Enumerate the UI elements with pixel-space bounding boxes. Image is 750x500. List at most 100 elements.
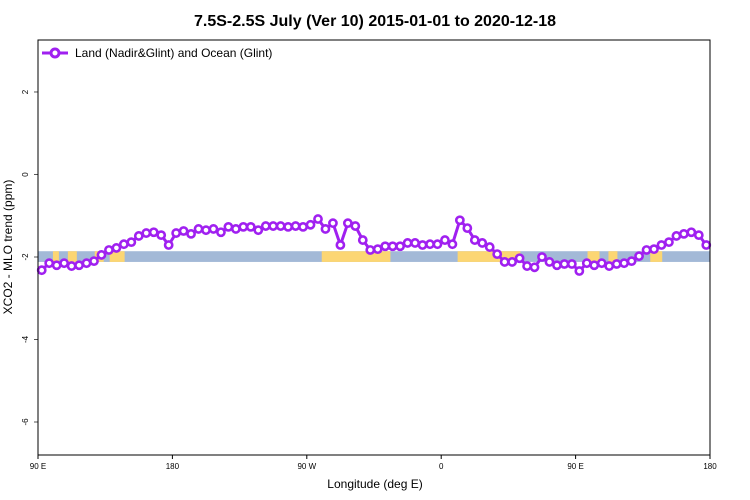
data-point [328,218,338,229]
data-point [238,221,249,232]
x-tick-label: 180 [703,462,717,471]
y-axis-label: XCO2 - MLO trend (ppm) [1,180,15,315]
data-point [656,240,667,250]
data-point [514,253,525,264]
data-point [559,259,570,269]
x-tick-label: 90 E [567,462,583,471]
data-point [111,243,122,253]
data-point [395,241,406,252]
data-point [604,261,615,271]
legend: Land (Nadir&Glint) and Ocean (Glint) [42,46,272,60]
data-point [148,227,159,238]
chart-title: 7.5S-2.5S July (Ver 10) 2015-01-01 to 20… [194,13,556,30]
data-point [469,235,480,245]
data-point [649,244,659,255]
data-point [141,228,152,238]
legend-marker [49,47,61,59]
y-tick-label: 2 [21,89,30,94]
data-point [230,224,241,234]
data-point [36,265,47,276]
data-point [171,228,182,238]
data-point [133,231,144,241]
data-point [186,228,196,239]
x-tick-label: 0 [439,462,444,471]
data-point [499,257,510,267]
data-point [290,221,301,231]
data-point [126,237,137,248]
data-point [552,260,562,271]
data-point [118,239,129,250]
data-point [178,226,189,236]
data-point [484,242,495,252]
data-point [372,244,383,255]
data-point [59,258,70,269]
data-point [693,230,704,241]
land-segment [587,251,600,262]
data-point [245,221,256,232]
data-point [313,214,323,224]
data-point [454,215,465,226]
data-point [566,259,577,269]
data-point [387,241,398,252]
data-point [320,224,331,234]
data-point [701,240,712,250]
data-point [417,240,428,250]
data-point [51,260,62,271]
data-point [432,239,443,250]
data-point [440,235,450,245]
data-point [634,251,644,262]
data-point [74,260,84,271]
data-point [357,235,368,245]
data-point [268,221,279,231]
data-point [350,221,361,231]
data-point [507,257,518,267]
data-point [611,259,622,269]
y-tick-label: -2 [21,253,30,261]
data-point [626,256,637,267]
data-point [596,258,607,269]
x-tick-label: 90 W [297,462,316,471]
data-point [380,241,391,252]
data-point [447,239,458,250]
data-point [201,225,211,236]
data-point [574,266,585,276]
data-point [275,221,286,231]
data-point [671,231,682,241]
data-series [36,214,712,276]
y-tick-label: 0 [21,172,30,177]
axis-ticks: 90 E 180 90 W 0 90 E 180 2 0 -2 -4 -6 [21,89,717,471]
data-point [208,224,219,234]
land-segment [52,251,59,262]
data-point [104,245,114,255]
data-point [686,227,697,238]
data-point [253,225,264,236]
data-point [216,227,226,238]
data-point [425,239,435,250]
data-point [66,261,77,271]
data-point [589,260,600,271]
data-point [544,257,555,267]
data-point [335,240,346,250]
data-point [96,250,107,260]
land-segment [650,251,663,262]
data-point [619,258,630,269]
x-tick-label: 90 E [30,462,46,471]
data-point [223,221,234,232]
plot-frame [37,39,711,456]
land-segment [67,251,77,262]
land-segment [109,251,125,262]
data-point [260,221,271,231]
data-point [89,256,99,267]
land-segment [321,251,391,262]
land-segment [457,251,521,262]
data-point [163,240,174,250]
data-point [402,238,413,248]
data-point [462,223,473,234]
data-point [529,262,540,273]
data-point [678,228,689,239]
data-point [477,238,488,248]
data-point [44,258,55,269]
data-point [410,238,420,248]
